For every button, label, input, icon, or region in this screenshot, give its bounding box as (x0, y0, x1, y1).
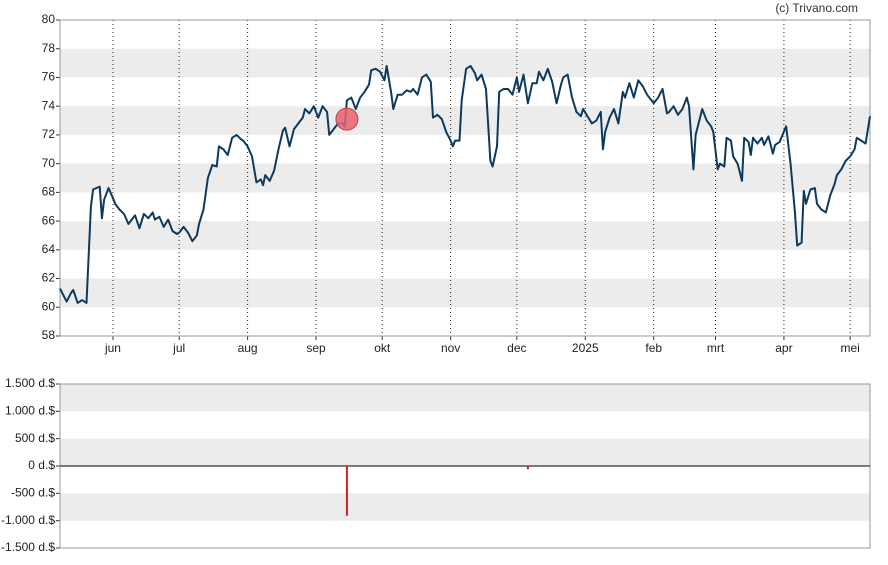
y-tick-label: 74 (42, 98, 56, 112)
y-tick-label: 1.000 d.$ (5, 404, 55, 418)
x-tick-label: nov (441, 341, 460, 355)
x-tick-label: sep (306, 341, 326, 355)
x-tick-label: mrt (707, 341, 725, 355)
y-tick-label: 0 d.$ (28, 458, 55, 472)
grid-band (60, 493, 870, 521)
event-marker (335, 107, 359, 131)
y-tick-label: 68 (42, 185, 56, 199)
y-tick-label: 1.500 d.$ (5, 376, 55, 390)
y-tick-label: -1.000 d.$ (1, 513, 55, 527)
x-tick-label: feb (645, 341, 662, 355)
credit: (c) Trivano.com (775, 1, 858, 15)
y-tick-label: -1.500 d.$ (1, 540, 55, 554)
y-tick-label: 64 (42, 242, 56, 256)
x-tick-label: dec (507, 341, 526, 355)
x-tick-label: jun (104, 341, 121, 355)
price-line (59, 64, 871, 304)
grid-band (60, 163, 870, 193)
bar (345, 466, 348, 516)
x-tick-label: okt (374, 341, 391, 355)
x-tick-label: aug (238, 341, 258, 355)
y-tick-label: 80 (42, 12, 56, 26)
grid-band (60, 221, 870, 250)
x-tick-label: jul (172, 341, 185, 355)
y-tick-label: 76 (42, 70, 56, 84)
y-tick-label: 70 (42, 156, 56, 170)
y-tick-label: -500 d.$ (11, 486, 55, 500)
y-tick-label: 58 (42, 328, 56, 342)
x-tick-label: 2025 (572, 341, 599, 355)
y-tick-label: 66 (42, 213, 56, 227)
grid-band (60, 106, 870, 135)
y-tick-label: 62 (42, 271, 56, 285)
x-tick-label: apr (775, 341, 792, 355)
grid-band (60, 278, 870, 308)
y-tick-label: 500 d.$ (15, 431, 55, 445)
y-tick-label: 60 (42, 299, 56, 313)
grid-band (60, 384, 870, 412)
x-tick-label: mei (840, 341, 859, 355)
grid-band (60, 438, 870, 466)
y-tick-label: 72 (42, 127, 56, 141)
bar (526, 466, 529, 470)
y-tick-label: 78 (42, 41, 56, 55)
plot-frame (59, 19, 871, 337)
